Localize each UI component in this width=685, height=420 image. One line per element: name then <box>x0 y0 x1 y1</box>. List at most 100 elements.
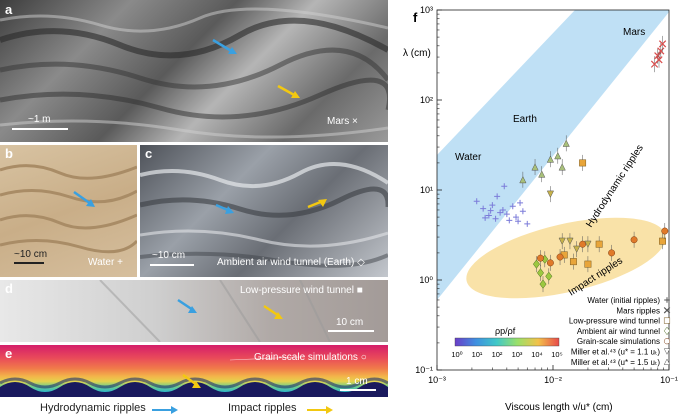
data-point <box>485 212 492 219</box>
colorbar-tick-label: 10² <box>492 350 503 359</box>
data-point <box>531 163 539 171</box>
scale-label-c: ~10 cm <box>152 250 186 261</box>
panel-label-f: f <box>413 10 418 25</box>
annotation-mars: Mars <box>623 27 645 38</box>
hydro-arrow <box>212 38 234 54</box>
chart-legend: Water (initial ripples)Mars ripples Low-p… <box>569 296 671 367</box>
data-point <box>658 40 667 48</box>
scale-bar-b <box>14 262 44 264</box>
data-point <box>584 260 592 268</box>
data-point <box>506 217 513 224</box>
scale-label-b: ~10 cm <box>14 249 48 260</box>
data-point <box>492 215 499 222</box>
wind-tunnel-texture <box>140 162 388 268</box>
colorbar-tick-label: 10⁵ <box>551 350 562 359</box>
axis-ticks: 10⁻³ 10⁻² 10⁻¹ 10⁻¹ 10⁰ 10¹ 10² 10³ <box>415 5 678 385</box>
y-tick-label: 10² <box>420 95 433 105</box>
caption-e: Grain-scale simulations ○ <box>254 352 367 363</box>
legend-entry-label: Mars ripples <box>616 306 660 315</box>
y-tick-label: 10⁻¹ <box>415 365 433 375</box>
data-point <box>657 47 665 55</box>
panel-label-c: c <box>145 146 153 161</box>
scale-bar-d <box>328 330 374 332</box>
colorbar-gradient <box>454 337 560 347</box>
colorbar-tick-label: 10⁴ <box>531 350 543 359</box>
photo-panel-b: b ~10 cm Water + <box>0 145 137 277</box>
data-point <box>509 203 516 210</box>
data-point <box>480 205 487 212</box>
data-point <box>487 207 494 214</box>
data-point <box>524 220 531 227</box>
data-point <box>659 237 667 245</box>
caption-c: Ambient air wind tunnel (Earth) ◇ <box>217 257 365 268</box>
annotation-earth: Earth <box>513 114 537 125</box>
legend-entry-label: Grain-scale simulations <box>577 337 660 346</box>
legend-entry-label: Low-pressure wind tunnel <box>569 317 660 326</box>
data-point <box>546 259 554 267</box>
panel-label-d: d <box>5 281 13 296</box>
annotation-water: Water <box>455 152 482 163</box>
data-point <box>654 52 662 60</box>
data-point <box>482 214 489 221</box>
data-point <box>569 258 577 266</box>
scale-bar-c <box>150 264 194 266</box>
data-point <box>545 271 553 281</box>
hydrodynamic-band <box>437 10 669 300</box>
arrow-legend: Hydrodynamic ripples Impact ripples <box>0 400 420 418</box>
y-tick-label: 10¹ <box>420 185 433 195</box>
photo-panel-a: a ~1 m Mars × <box>0 0 388 142</box>
data-point <box>532 259 540 269</box>
legend-entry-label: Water (initial ripples) <box>587 296 660 305</box>
data-point <box>517 199 524 206</box>
data-point <box>519 175 527 184</box>
legend-marker <box>663 338 671 345</box>
panel-label-a: a <box>5 2 13 17</box>
data-point <box>630 236 638 244</box>
caption-a: Mars × <box>327 116 358 127</box>
photo-panel-d: d Low-pressure wind tunnel ■ 10 cm <box>0 280 388 342</box>
x-tick-label: 10⁻³ <box>428 375 446 385</box>
annotation-hydrodynamic-ripples: Hydrodynamic ripples <box>584 143 646 230</box>
colorbar-tick-label: 10⁰ <box>451 350 462 359</box>
data-point <box>566 237 574 245</box>
scale-label-a: ~1 m <box>28 114 51 125</box>
caption-d: Low-pressure wind tunnel ■ <box>240 285 363 296</box>
data-point <box>608 249 616 257</box>
data-point <box>661 227 669 235</box>
data-point <box>579 240 587 248</box>
data-point <box>494 193 501 200</box>
colorbar: ρp/ρf 10⁰ 10¹ 10² 10³ 10⁴ 10⁵ <box>451 326 562 359</box>
x-axis-label: Viscous length ν/u* (cm) <box>505 402 613 413</box>
legend-marker <box>663 317 671 324</box>
panel-label-e: e <box>5 346 13 361</box>
colorbar-tick-label: 10¹ <box>472 350 483 359</box>
scale-bar-e <box>340 389 376 391</box>
data-point <box>503 211 510 218</box>
legend-entry-label: Miller et al.⁴³ (u* = 1.5 uₜ) <box>571 358 660 367</box>
data-point <box>573 245 581 253</box>
hydro-legend-label: Hydrodynamic ripples <box>40 402 146 414</box>
scale-label-d: 10 cm <box>336 317 364 328</box>
data-point <box>473 198 480 205</box>
data-point <box>554 152 562 160</box>
data-point <box>537 254 544 262</box>
y-tick-label: 10⁰ <box>419 275 433 285</box>
y-tick-label: 10³ <box>420 5 433 15</box>
caption-b: Water + <box>88 257 123 268</box>
data-point <box>519 208 526 215</box>
photo-panel-e: e Grain-scale simulations ○ 1 cm <box>0 345 388 397</box>
panel-label-b: b <box>5 146 13 161</box>
data-point <box>499 206 506 213</box>
data-point <box>513 214 520 221</box>
impact-arrow <box>277 84 297 98</box>
x-tick-label: 10⁻¹ <box>660 375 678 385</box>
data-point <box>497 209 504 216</box>
data-point <box>515 218 522 225</box>
data-point <box>501 183 508 190</box>
data-point <box>579 159 587 167</box>
y-axis-label: λ (cm) <box>403 48 431 59</box>
data-point <box>655 56 663 64</box>
legend-marker <box>663 358 671 365</box>
data-point <box>562 139 570 147</box>
data-point <box>558 237 566 245</box>
